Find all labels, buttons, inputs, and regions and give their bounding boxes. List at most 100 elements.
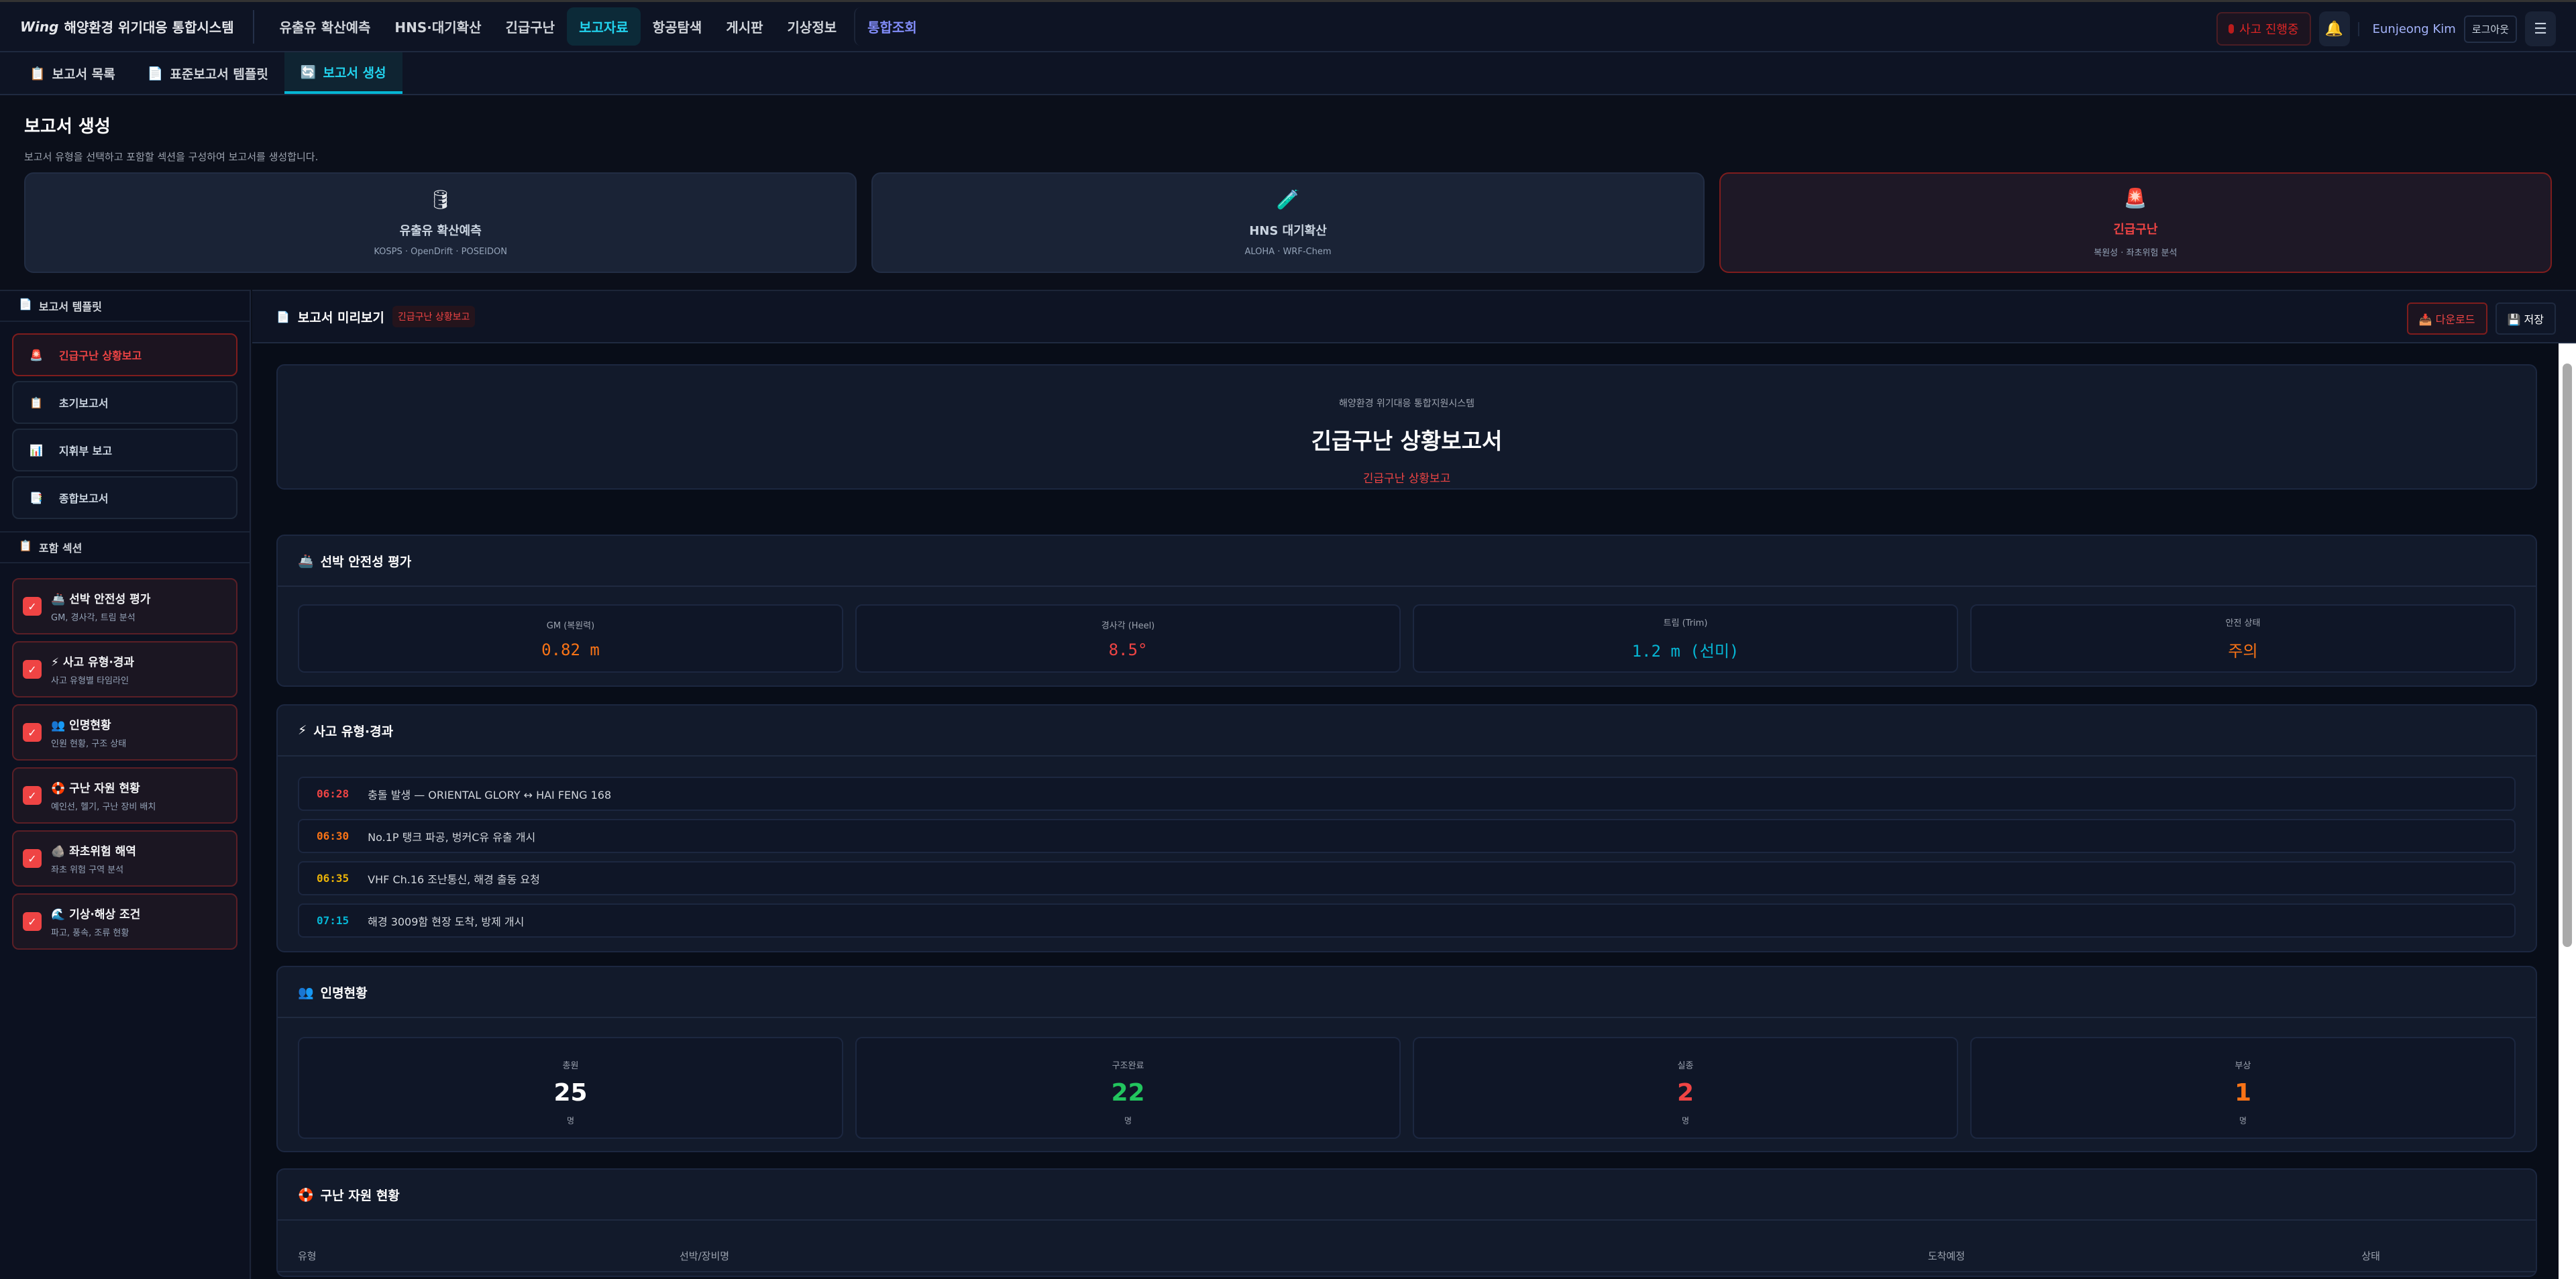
report-type-icon: 🧪 <box>1276 188 1300 211</box>
templates-heading: 📄 보고서 템플릿 <box>0 291 250 322</box>
download-label: 다운로드 <box>2435 313 2475 326</box>
save-button[interactable]: 💾 저장 <box>2495 302 2556 335</box>
nav-item[interactable]: 게시판 <box>726 19 763 36</box>
stat-value: 주의 <box>2228 642 2258 661</box>
stat-value: 8.5° <box>1108 640 1148 659</box>
checkbox-checked-icon[interactable]: ✓ <box>23 660 42 679</box>
template-item[interactable]: 📋 초기보고서 <box>12 381 237 424</box>
refresh-icon: 🔄 <box>300 64 317 80</box>
section-toggle[interactable]: ✓ 🛟 구난 자원 현황 예인선, 헬기, 구난 장비 배치 <box>12 767 237 824</box>
nav-item[interactable]: 유출유 확산예측 <box>279 19 371 36</box>
section-toggle[interactable]: ✓ ⚡ 사고 유형·경과 사고 유형별 타임라인 <box>12 641 237 698</box>
template-icon: 📋 <box>30 396 43 409</box>
template-icon: 📊 <box>30 443 43 457</box>
nav-item[interactable]: HNS·대기확산 <box>394 19 482 36</box>
section-sub: GM, 경사각, 트림 분석 <box>51 613 136 623</box>
safety-stat: 안전 상태 주의 <box>1970 604 2516 673</box>
checkbox-checked-icon[interactable]: ✓ <box>23 723 42 742</box>
report-type-card[interactable]: 🧪 HNS 대기확산 ALOHA · WRF-Chem <box>871 172 1705 273</box>
lifebuoy-icon: 🛟 <box>298 1187 314 1203</box>
section-sub: 파고, 풍속, 조류 현황 <box>51 928 129 938</box>
column-header: 유형 <box>298 1250 317 1262</box>
section-title: 좌초위험 해역 <box>69 845 136 858</box>
checkbox-checked-icon[interactable]: ✓ <box>23 849 42 868</box>
stat-value: 0.82 m <box>541 640 600 659</box>
subtab[interactable]: 🔄 보고서 생성 <box>284 52 402 94</box>
column-header: 상태 <box>2361 1250 2380 1262</box>
nav-item[interactable]: 항공탐색 <box>652 19 702 36</box>
stat-unit: 명 <box>566 1116 575 1125</box>
org-name: 해양환경 위기대응 통합지원시스템 <box>1338 398 1475 409</box>
section-toggle[interactable]: ✓ 👥 인명현황 인원 현황, 구조 상태 <box>12 704 237 761</box>
nav-item[interactable]: 통합조회 <box>854 7 929 46</box>
save-label: 저장 <box>2524 313 2544 326</box>
scrollbar-thumb[interactable] <box>2563 364 2572 947</box>
nav-item[interactable]: 보고자료 <box>567 7 641 46</box>
nav-item[interactable]: 기상정보 <box>787 19 837 36</box>
section-title: 인명현황 <box>320 985 368 1001</box>
template-badge: 긴급구난 상황보고 <box>392 306 476 327</box>
nav-item[interactable]: 긴급구난 <box>505 19 555 36</box>
app-title: 해양환경 위기대응 통합시스템 <box>64 19 234 36</box>
clipboard-icon: 📋 <box>19 539 32 552</box>
sub-tabs: 📋 보고서 목록 📄 표준보고서 템플릿 🔄 보고서 생성 <box>0 52 2576 95</box>
templates-title: 보고서 템플릿 <box>38 300 102 313</box>
report-type-sub: 복원성 · 좌초위험 분석 <box>2094 248 2178 258</box>
column-header: 선박/장비명 <box>679 1250 730 1262</box>
template-item[interactable]: 🚨 긴급구난 상황보고 <box>12 333 237 376</box>
stat-value: 22 <box>1111 1079 1145 1107</box>
page-header: 보고서 생성 보고서 유형을 선택하고 포함할 섹션을 구성하여 보고서를 생성… <box>24 113 318 164</box>
status-dot-icon <box>2229 24 2235 34</box>
person-stat: 부상 1 명 <box>1970 1037 2516 1139</box>
safety-stat: 경사각 (Heel) 8.5° <box>855 604 1401 673</box>
template-label: 종합보고서 <box>58 492 109 505</box>
report-type-sub: KOSPS · OpenDrift · POSEIDON <box>374 247 507 257</box>
timeline-event: 07:15 해경 3009함 현장 도착, 방제 개시 <box>298 903 2516 938</box>
template-item[interactable]: 📊 지휘부 보고 <box>12 429 237 471</box>
person-stat: 실종 2 명 <box>1413 1037 1958 1139</box>
section-toggle[interactable]: ✓ 🌊 기상·해상 조건 파고, 풍속, 조류 현황 <box>12 893 237 950</box>
event-time: 06:30 <box>317 830 350 842</box>
report-type-card[interactable]: 🚨 긴급구난 복원성 · 좌초위험 분석 <box>1719 172 2552 273</box>
user-name: Eunjeong Kim <box>2357 21 2456 36</box>
section-sub: 좌초 위험 구역 분석 <box>51 865 124 875</box>
hamburger-icon[interactable]: ☰ <box>2525 11 2556 46</box>
section-icon: 🛟 <box>51 782 66 795</box>
report-type-title: 긴급구난 <box>2113 223 2158 237</box>
logout-button[interactable]: 로그아웃 <box>2463 15 2517 43</box>
brand[interactable]: Wing 해양환경 위기대응 통합시스템 <box>0 9 254 44</box>
person-stat: 총원 25 명 <box>298 1037 843 1139</box>
section-icon: 🪨 <box>51 845 66 858</box>
report-type-card[interactable]: 🛢 유출유 확산예측 KOSPS · OpenDrift · POSEIDON <box>24 172 857 273</box>
bell-icon[interactable]: 🔔 <box>2318 11 2350 46</box>
timeline-event: 06:28 충돌 발생 — ORIENTAL GLORY ↔ HAI FENG 1… <box>298 777 2516 811</box>
subtab[interactable]: 📄 표준보고서 템플릿 <box>131 52 284 94</box>
stat-label: 경사각 (Heel) <box>1101 620 1155 631</box>
download-button[interactable]: 📥 다운로드 <box>2406 302 2487 335</box>
subtab-label: 보고서 목록 <box>52 66 115 82</box>
section-title: 인명현황 <box>69 719 111 732</box>
event-time: 06:28 <box>317 787 350 800</box>
scrollbar[interactable] <box>2559 343 2576 1279</box>
stat-value: 1 <box>2234 1079 2252 1107</box>
stat-label: 구조완료 <box>1112 1061 1144 1071</box>
report-title-card: 해양환경 위기대응 통합지원시스템 긴급구난 상황보고서 긴급구난 상황보고 <box>276 364 2537 490</box>
top-nav: Wing 해양환경 위기대응 통합시스템 유출유 확산예측 HNS·대기확산 긴급구난… <box>0 0 2576 52</box>
section-title: 구난 자원 현황 <box>320 1188 400 1203</box>
section-toggle[interactable]: ✓ 🚢 선박 안전성 평가 GM, 경사각, 트림 분석 <box>12 578 237 634</box>
section-icon: 🚢 <box>51 593 66 606</box>
subtab[interactable]: 📋 보고서 목록 <box>13 52 131 94</box>
checkbox-checked-icon[interactable]: ✓ <box>23 912 42 931</box>
section-title: 사고 유형·경과 <box>313 724 394 739</box>
incident-status-button[interactable]: 사고 진행중 <box>2216 12 2311 46</box>
safety-stat: GM (복원력) 0.82 m <box>298 604 843 673</box>
subtab-label: 표준보고서 템플릿 <box>170 66 268 82</box>
sidebar: 📄 보고서 템플릿 🚨 긴급구난 상황보고 📋 초기보고서 📊 지휘부 보고 📑 종합보고서 📋… <box>0 290 251 1279</box>
checkbox-checked-icon[interactable]: ✓ <box>23 597 42 616</box>
ship-icon: 🚢 <box>298 553 314 569</box>
checkbox-checked-icon[interactable]: ✓ <box>23 786 42 805</box>
event-time: 06:35 <box>317 872 350 885</box>
template-item[interactable]: 📑 종합보고서 <box>12 476 237 519</box>
stat-unit: 명 <box>1124 1116 1132 1125</box>
